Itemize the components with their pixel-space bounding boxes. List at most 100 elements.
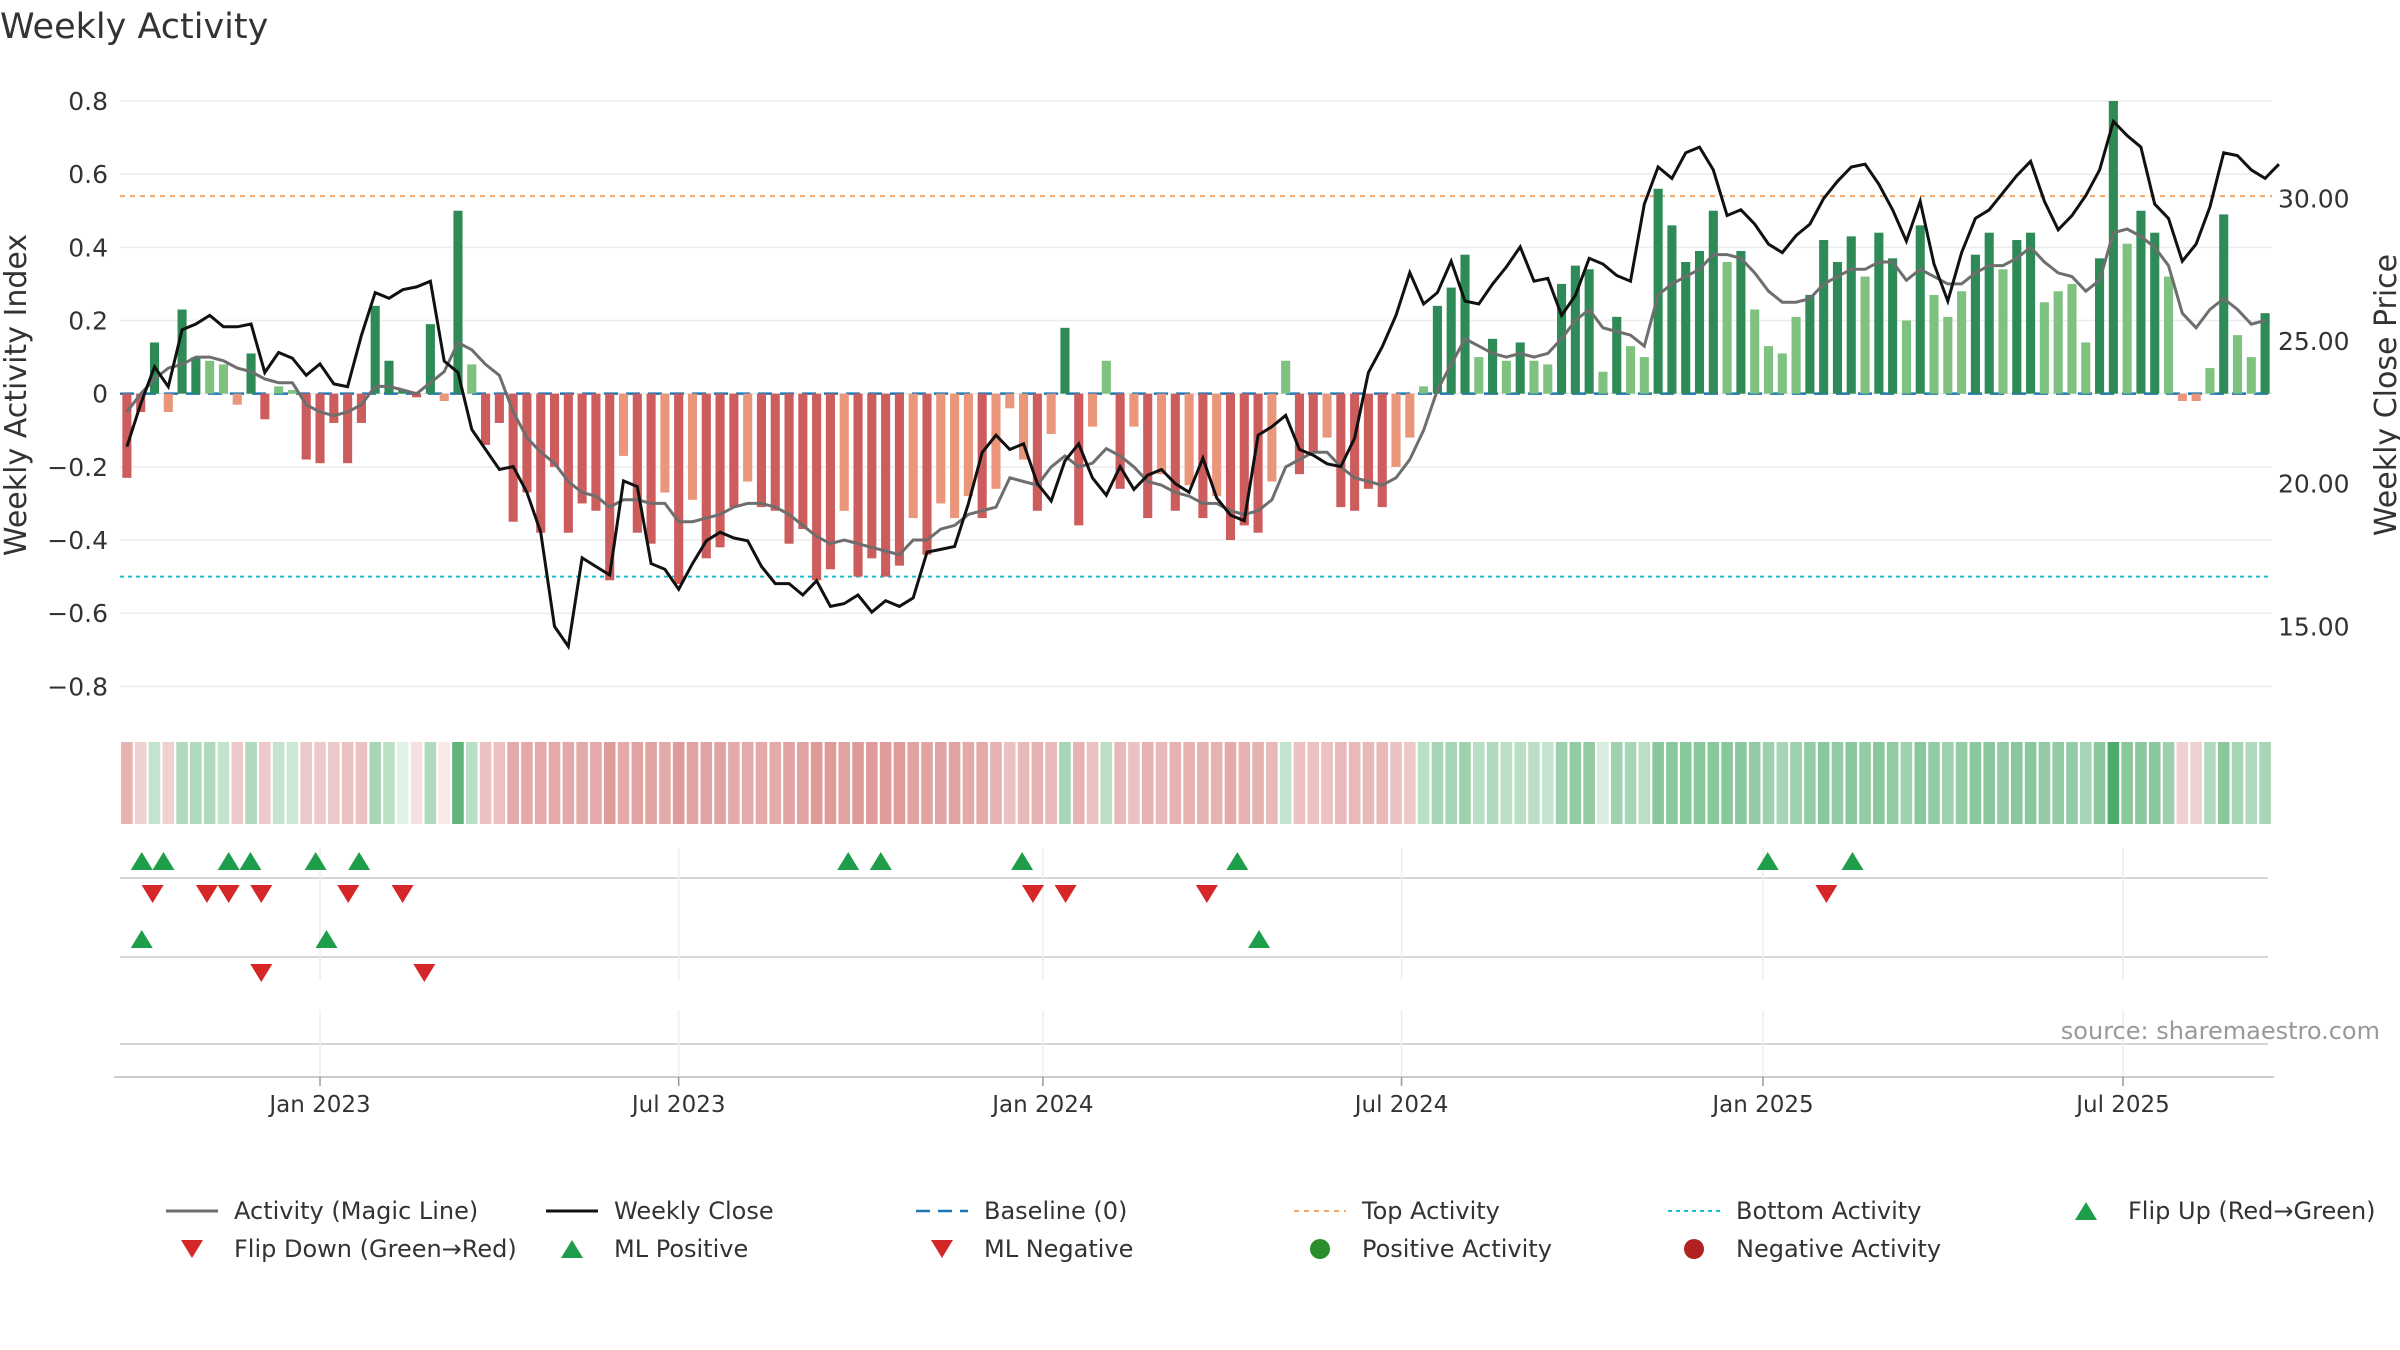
- activity-bar-11: [274, 386, 284, 394]
- activity-bar-28: [508, 393, 518, 522]
- flip-up-marker-9: [1226, 852, 1249, 870]
- legend-label: Positive Activity: [1362, 1235, 1552, 1263]
- activity-bar-38: [646, 393, 656, 544]
- activity-bar-136: [1998, 269, 2008, 394]
- activity-bar-76: [1170, 393, 1180, 511]
- activity-bar-41: [687, 393, 698, 500]
- activity-bar-56: [894, 393, 904, 566]
- heat-cell-92: [1390, 742, 1402, 824]
- heat-cell-55: [879, 742, 892, 824]
- activity-bar-147: [2150, 232, 2160, 394]
- heat-cell-53: [852, 742, 864, 824]
- heat-cell-153: [2231, 742, 2244, 824]
- legend-label: ML Negative: [984, 1235, 1134, 1263]
- legend-symbol-tri-down-red: [931, 1240, 953, 1258]
- activity-bar-37: [632, 393, 642, 533]
- activity-bar-33: [577, 393, 587, 504]
- heat-cell-40: [672, 742, 685, 824]
- legend-item-9: Positive Activity: [1288, 1234, 1552, 1264]
- heat-cell-144: [2107, 742, 2120, 824]
- activity-bar-113: [1681, 261, 1691, 394]
- activity-bar-103: [1543, 364, 1553, 394]
- activity-bar-43: [715, 393, 725, 548]
- heat-cell-6: [203, 742, 216, 824]
- x-tick-label: Jul 2025: [2074, 1092, 2170, 1118]
- heat-cell-45: [741, 742, 754, 824]
- heat-cell-0: [121, 742, 133, 824]
- heat-cell-151: [2204, 742, 2216, 824]
- heat-cell-73: [1128, 742, 1140, 824]
- heat-cell-81: [1238, 742, 1251, 824]
- activity-bar-143: [2095, 258, 2105, 394]
- heat-cell-78: [1197, 742, 1209, 824]
- legend-item-4: Bottom Activity: [1662, 1196, 1921, 1226]
- heat-cell-134: [1969, 742, 1982, 824]
- legend-item-3: Top Activity: [1288, 1196, 1500, 1226]
- activity-bar-106: [1584, 269, 1594, 394]
- heat-cell-76: [1169, 742, 1182, 824]
- heat-cell-39: [659, 742, 671, 824]
- left-axis-label: Weekly Activity Index: [0, 234, 34, 556]
- activity-bars: [122, 100, 2270, 584]
- activity-bar-34: [591, 393, 601, 511]
- flip-up-marker-11: [1841, 852, 1864, 870]
- heat-cell-9: [245, 742, 257, 824]
- activity-bar-69: [1074, 393, 1084, 526]
- legend-label: Top Activity: [1362, 1197, 1500, 1225]
- heat-cell-145: [2121, 742, 2133, 824]
- flip-up-marker-4: [304, 852, 327, 870]
- heat-cell-17: [355, 742, 368, 824]
- activity-bar-17: [356, 393, 366, 423]
- legend-item-10: Negative Activity: [1662, 1234, 1941, 1264]
- heat-cell-88: [1335, 742, 1347, 824]
- activity-bar-29: [522, 393, 532, 493]
- left-axis-ticks: 0.8 0.6 0.4 0.2 0 −0.2 −0.4 −0.6 −0.8: [47, 87, 108, 701]
- heat-cell-155: [2259, 742, 2271, 824]
- heat-cell-111: [1652, 742, 1664, 824]
- heat-cell-54: [866, 742, 878, 824]
- activity-bar-121: [1791, 316, 1801, 394]
- heat-cell-122: [1804, 742, 1816, 824]
- heat-cell-131: [1928, 742, 1940, 824]
- heat-cell-5: [190, 742, 202, 824]
- heat-cell-26: [479, 742, 492, 824]
- heat-cell-61: [962, 742, 975, 824]
- right-tick-label: 25.00: [2278, 327, 2350, 356]
- heat-cell-130: [1914, 742, 1927, 824]
- heat-cell-59: [935, 742, 947, 824]
- heat-cell-139: [2038, 742, 2051, 824]
- heat-cell-72: [1114, 742, 1126, 824]
- heat-cell-121: [1790, 742, 1802, 824]
- heat-cell-31: [548, 742, 561, 824]
- heat-cell-30: [534, 742, 547, 824]
- activity-bar-26: [481, 393, 491, 445]
- activity-bar-59: [936, 393, 946, 504]
- legend: Activity (Magic Line) Weekly Close Baselin…: [160, 1196, 2380, 1286]
- legend-symbol-dash-blue: [916, 1209, 968, 1213]
- heat-cell-69: [1072, 742, 1085, 824]
- ml-negative-marker-1: [413, 964, 436, 982]
- heat-cell-56: [893, 742, 906, 824]
- activity-bar-63: [991, 393, 1001, 489]
- heat-cell-103: [1541, 742, 1554, 824]
- flip-down-marker-2: [217, 885, 240, 903]
- heat-cell-99: [1486, 742, 1499, 824]
- heat-cell-37: [631, 742, 644, 824]
- legend-label: Activity (Magic Line): [234, 1197, 479, 1225]
- heat-cell-148: [2162, 742, 2175, 824]
- activity-bar-36: [618, 393, 629, 456]
- heat-cell-119: [1762, 742, 1775, 824]
- activity-bar-9: [246, 353, 256, 394]
- right-axis-ticks: 30.00 25.00 20.00 15.00: [2278, 184, 2350, 641]
- legend-symbol-dot-orange: [1294, 1210, 1346, 1212]
- heat-cell-120: [1776, 742, 1789, 824]
- heat-cell-43: [714, 742, 726, 824]
- left-tick-label: −0.4: [47, 526, 108, 555]
- heat-cell-84: [1279, 742, 1292, 824]
- activity-bar-80: [1225, 393, 1236, 541]
- activity-bar-153: [2232, 335, 2243, 394]
- heat-cell-35: [603, 742, 616, 824]
- legend-label: ML Positive: [614, 1235, 749, 1263]
- heat-cell-143: [2093, 742, 2106, 824]
- activity-bar-60: [950, 393, 960, 519]
